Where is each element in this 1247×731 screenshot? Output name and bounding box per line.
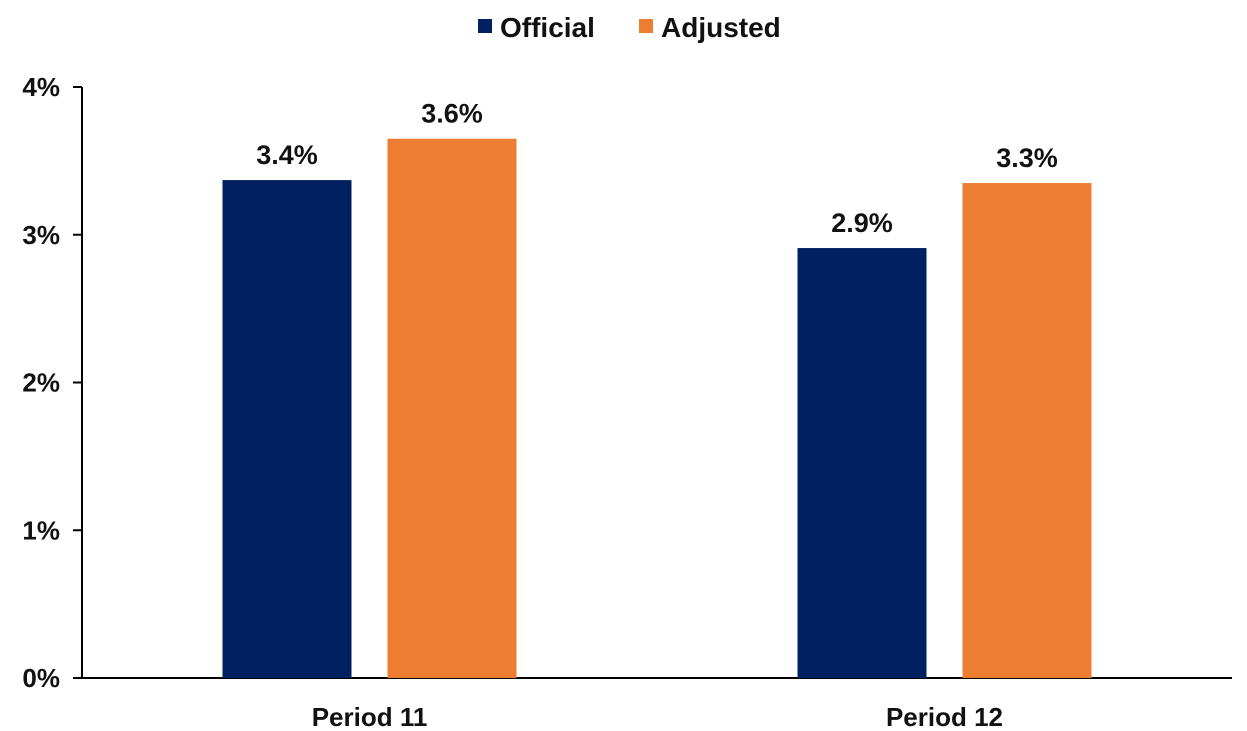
y-axis: 0% 1% 2% 3% 4% xyxy=(22,72,83,693)
legend: Official Adjusted xyxy=(478,12,781,43)
y-tick-label: 3% xyxy=(22,220,60,250)
data-labels: 3.4% 3.6% 2.9% 3.3% xyxy=(256,99,1058,238)
legend-label-official: Official xyxy=(500,12,595,43)
x-category-label: Period 11 xyxy=(312,702,428,731)
legend-swatch-official xyxy=(478,19,492,33)
bar-adjusted-2 xyxy=(962,183,1092,678)
bars xyxy=(222,138,1092,679)
x-axis: Period 11 Period 12 xyxy=(82,677,1232,731)
bar-official-1 xyxy=(222,180,352,678)
y-tick-label: 4% xyxy=(22,72,60,102)
bar-adjusted-1 xyxy=(387,138,517,678)
bar-official-2 xyxy=(797,248,927,679)
data-label: 3.6% xyxy=(421,99,483,129)
y-tick-label: 1% xyxy=(22,515,60,545)
data-label: 3.4% xyxy=(256,140,318,170)
legend-label-adjusted: Adjusted xyxy=(661,12,781,43)
y-tick-label: 0% xyxy=(22,663,60,693)
y-tick-label: 2% xyxy=(22,368,60,398)
data-label: 3.3% xyxy=(996,143,1058,173)
x-category-label: Period 12 xyxy=(886,702,1003,731)
legend-swatch-adjusted xyxy=(639,19,653,33)
data-label: 2.9% xyxy=(831,208,893,238)
